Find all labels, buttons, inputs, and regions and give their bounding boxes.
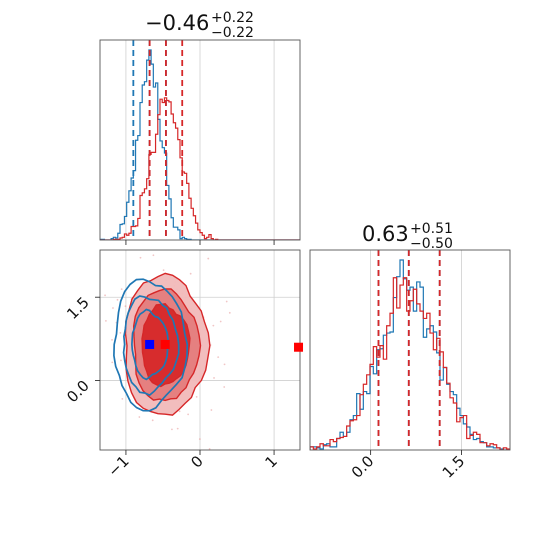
scatter-point [151, 419, 154, 422]
scatter-point [189, 272, 192, 275]
scatter-point [147, 242, 149, 244]
x-tick-label: −1 [104, 452, 132, 480]
scatter-point [213, 377, 215, 379]
scatter-point [208, 448, 211, 450]
bottom-right-grid [370, 250, 462, 450]
marker-marker_blue-0 [145, 339, 155, 349]
scatter-point [112, 307, 114, 309]
marker-marker_red-1 [160, 339, 170, 349]
scatter-point [210, 409, 213, 411]
bottom-right-ticks: 0.0 1.5 [348, 450, 469, 482]
bottom-left-outside-markers [294, 342, 304, 352]
scatter-point [217, 356, 220, 359]
bottom-right-histograms [310, 259, 510, 450]
scatter-point [80, 285, 82, 287]
scatter-point [104, 294, 106, 297]
scatter-point [119, 331, 122, 334]
scatter-point [178, 410, 181, 413]
x-tick-label: 1 [261, 452, 280, 471]
y-tick-label: 1.5 [63, 293, 93, 323]
scatter-point [111, 361, 114, 364]
bottom-right-title-value: 0.63 [362, 222, 409, 246]
scatter-point [152, 254, 155, 257]
scatter-point [124, 305, 127, 308]
x-tick-label: 0.0 [348, 452, 378, 482]
panel-bottom-right: 0.0 1.5 0.63 +0.51 −0.50 [309, 221, 511, 482]
top-left-title-sup: +0.22 [211, 10, 254, 26]
bottom-right-title: 0.63 [362, 222, 409, 246]
scatter-point [138, 416, 141, 418]
top-left-ticks [125, 240, 275, 245]
scatter-point [150, 241, 152, 243]
scatter-point [187, 413, 190, 416]
scatter-point [195, 395, 198, 398]
scatter-point [139, 256, 142, 259]
bottom-left-contours [80, 241, 231, 450]
scatter-point [105, 319, 107, 322]
bottom-right-hist-blue [310, 259, 510, 450]
blue-contour-level-1 [113, 278, 189, 412]
scatter-point [223, 363, 226, 366]
scatter-point [212, 324, 215, 327]
x-tick-label: 1.5 [439, 452, 469, 482]
scatter-point [198, 438, 201, 440]
scatter-point [228, 311, 231, 314]
top-left-title-sub: −0.22 [211, 25, 254, 41]
blue-contour-level-2 [122, 295, 180, 397]
top-left-title-value: −0.46 [145, 11, 209, 35]
top-left-histograms [100, 49, 300, 240]
marker-marker_red-2 [294, 342, 304, 352]
scatter-point [162, 269, 165, 272]
bottom-right-quantile-lines [377, 250, 441, 450]
scatter-point [121, 397, 124, 400]
top-left-hist-blue [100, 49, 300, 240]
bottom-right-title-sup: +0.51 [410, 221, 453, 237]
y-tick-label: 0.0 [63, 377, 93, 407]
scatter-point [219, 320, 222, 323]
top-left-grid [125, 40, 275, 240]
scatter-point [225, 300, 228, 303]
blue-contour-level-3 [131, 308, 169, 381]
panel-top-left: −0.46 +0.22 −0.22 [99, 10, 301, 245]
top-left-quantile-lines [132, 40, 184, 240]
scatter-point [120, 288, 123, 290]
bottom-right-hist-red [310, 277, 510, 450]
scatter-point [171, 428, 173, 431]
panel-bottom-left: −1 0 1 0.0 1.5 [63, 241, 304, 480]
scatter-point [207, 257, 210, 260]
scatter-point [176, 427, 179, 430]
bottom-right-title-sub: −0.50 [410, 236, 453, 252]
bottom-right-frame [309, 249, 511, 451]
scatter-point [120, 359, 122, 362]
x-tick-label: 0 [187, 452, 206, 471]
scatter-point [111, 338, 113, 341]
scatter-point [223, 386, 226, 388]
scatter-point [116, 298, 119, 301]
top-left-hist-red [100, 97, 300, 240]
top-left-title: −0.46 [145, 11, 209, 35]
